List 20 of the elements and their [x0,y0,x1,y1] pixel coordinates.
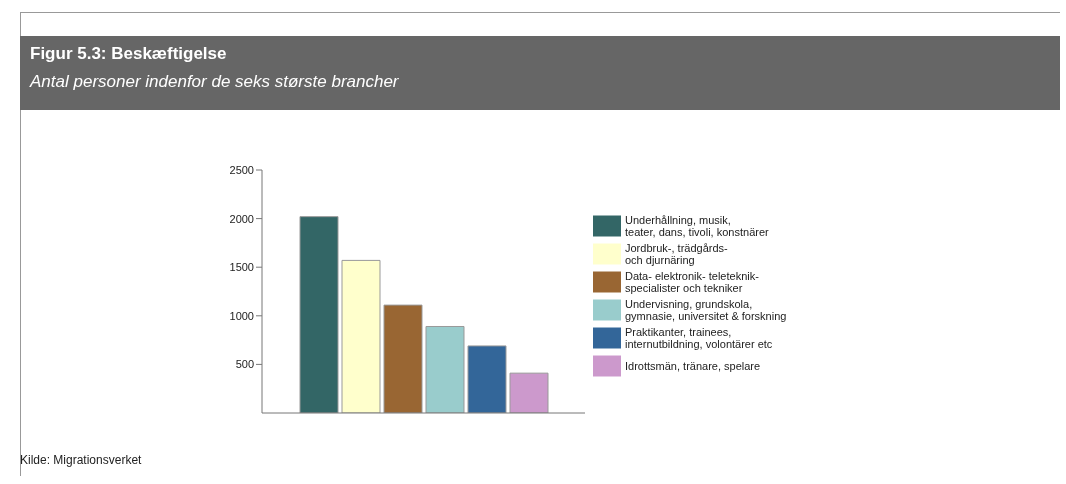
y-tick-label: 1000 [229,309,254,322]
chart-title: Figur 5.3: Beskæftigelse [30,44,227,64]
bar [467,345,507,413]
text: Kilde: Migrationsverket [20,453,142,467]
bar [341,259,381,413]
bar [509,372,549,413]
y-tick-label: 2500 [229,163,254,176]
legend-label: Undervisning, grundskola, gymnasie, universitet & forskning [625,298,787,322]
y-tick-label: 2000 [229,212,254,225]
legend-label: Idrottsmän, tränare, spelare [625,360,761,372]
bar [299,216,339,413]
bar [383,304,423,413]
legend-label: Underhållning, musik, teater, dans, tivoli, konstnärer [625,214,769,238]
chart-subtitle: Antal personer indenfor de seks største brancher [30,72,399,92]
bar [425,325,465,413]
y-tick-label: 1500 [229,261,254,274]
legend-label: Data- elektronik- teleteknik- specialister och tekniker [625,270,759,294]
y-tick-label: 500 [235,358,254,371]
legend-label: Jordbruk-, trädgårds- och djurnäring [625,242,728,266]
legend-label: Praktikanter, trainees, internutbildning, volontärer etc [625,326,773,350]
